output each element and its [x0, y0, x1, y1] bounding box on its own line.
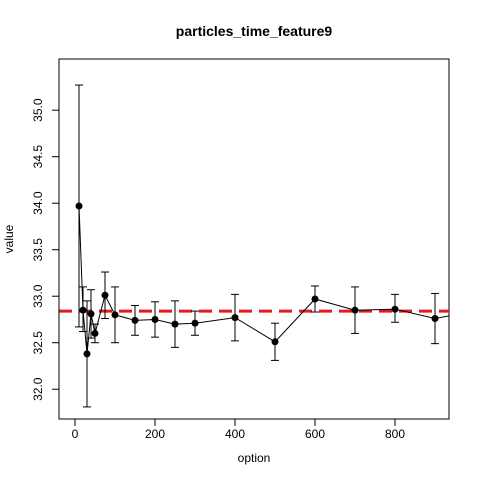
y-tick-label: 32.0: [31, 377, 45, 401]
data-point: [83, 350, 91, 358]
series-line: [78, 205, 449, 354]
data-point: [431, 315, 439, 323]
data-point: [91, 329, 99, 337]
y-tick-label: 35.0: [31, 98, 45, 122]
data-point: [79, 306, 87, 314]
x-axis: 0 200 400 600 800: [72, 418, 405, 441]
y-axis-label: value: [2, 224, 16, 253]
data-point: [131, 316, 139, 324]
y-tick-label: 34.5: [31, 145, 45, 169]
y-axis: 32.0 32.5 33.0 33.5 34.0 34.5 35.0: [31, 98, 60, 401]
chart-title: particles_time_feature9: [176, 23, 333, 39]
x-tick-label: 0: [72, 427, 79, 441]
x-axis-label: option: [238, 451, 271, 465]
x-tick-label: 400: [225, 427, 245, 441]
data-point: [271, 338, 279, 346]
data-point: [351, 306, 359, 314]
x-tick-label: 600: [305, 427, 325, 441]
data-point: [75, 202, 83, 210]
data-point: [311, 295, 319, 303]
data-point: [231, 314, 239, 322]
x-tick-label: 800: [385, 427, 405, 441]
x-tick-label: 200: [145, 427, 165, 441]
data-point: [391, 305, 399, 313]
y-tick-label: 32.5: [31, 331, 45, 355]
data-point: [87, 310, 95, 318]
plot-frame: [58, 58, 450, 420]
data-point: [191, 319, 199, 327]
data-point: [111, 311, 119, 319]
data-point: [101, 291, 109, 299]
data-point: [171, 320, 179, 328]
data-point: [151, 315, 159, 323]
y-tick-label: 33.0: [31, 284, 45, 308]
y-tick-label: 34.0: [31, 191, 45, 215]
y-tick-label: 33.5: [31, 238, 45, 262]
